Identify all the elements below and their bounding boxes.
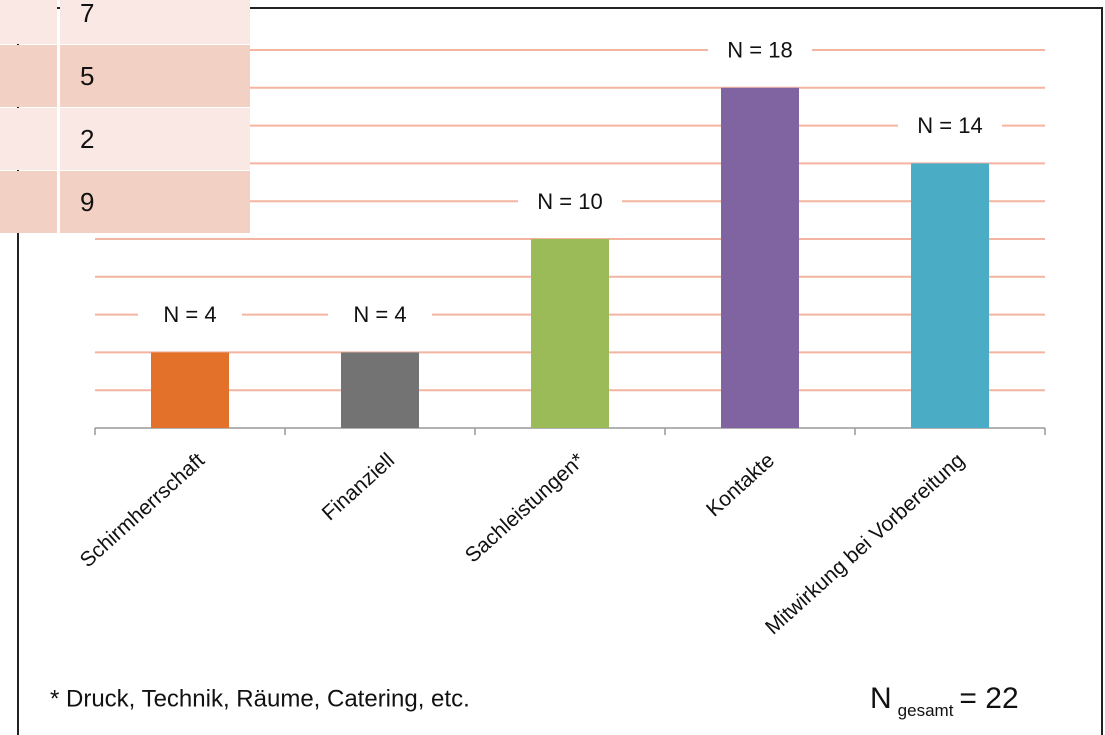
table-cell	[60, 171, 250, 233]
table: 7 5 2 9	[0, 0, 250, 233]
value-label-bg	[138, 300, 242, 331]
table-value: 5	[80, 61, 94, 91]
value-label: N = 10	[537, 189, 602, 214]
table-cell	[60, 0, 250, 44]
value-label: N = 14	[917, 113, 982, 138]
table-cell	[0, 108, 57, 170]
table-cell	[0, 45, 57, 107]
bar	[151, 352, 229, 428]
table-value: 2	[80, 124, 94, 154]
table-cell	[60, 108, 250, 170]
bar	[531, 239, 609, 428]
bar	[911, 163, 989, 428]
bar	[341, 352, 419, 428]
table-cell	[60, 45, 250, 107]
total-symbol: N	[870, 682, 892, 715]
table-value: 7	[80, 0, 94, 28]
total-text: = 22	[959, 682, 1018, 715]
table-cell	[0, 0, 57, 44]
value-label: N = 18	[727, 38, 792, 63]
value-label-bg	[708, 35, 812, 66]
table-value: 9	[80, 187, 94, 217]
bar	[721, 87, 799, 429]
total-subscript: gesamt	[898, 701, 954, 720]
value-label: N = 4	[353, 302, 406, 327]
value-label: N = 4	[163, 302, 216, 327]
table-cell	[0, 171, 57, 233]
value-label-bg	[518, 187, 622, 217]
footnote: * Druck, Technik, Räume, Catering, etc.	[50, 685, 470, 712]
value-label-bg	[328, 300, 432, 331]
value-label-bg	[898, 111, 1002, 142]
